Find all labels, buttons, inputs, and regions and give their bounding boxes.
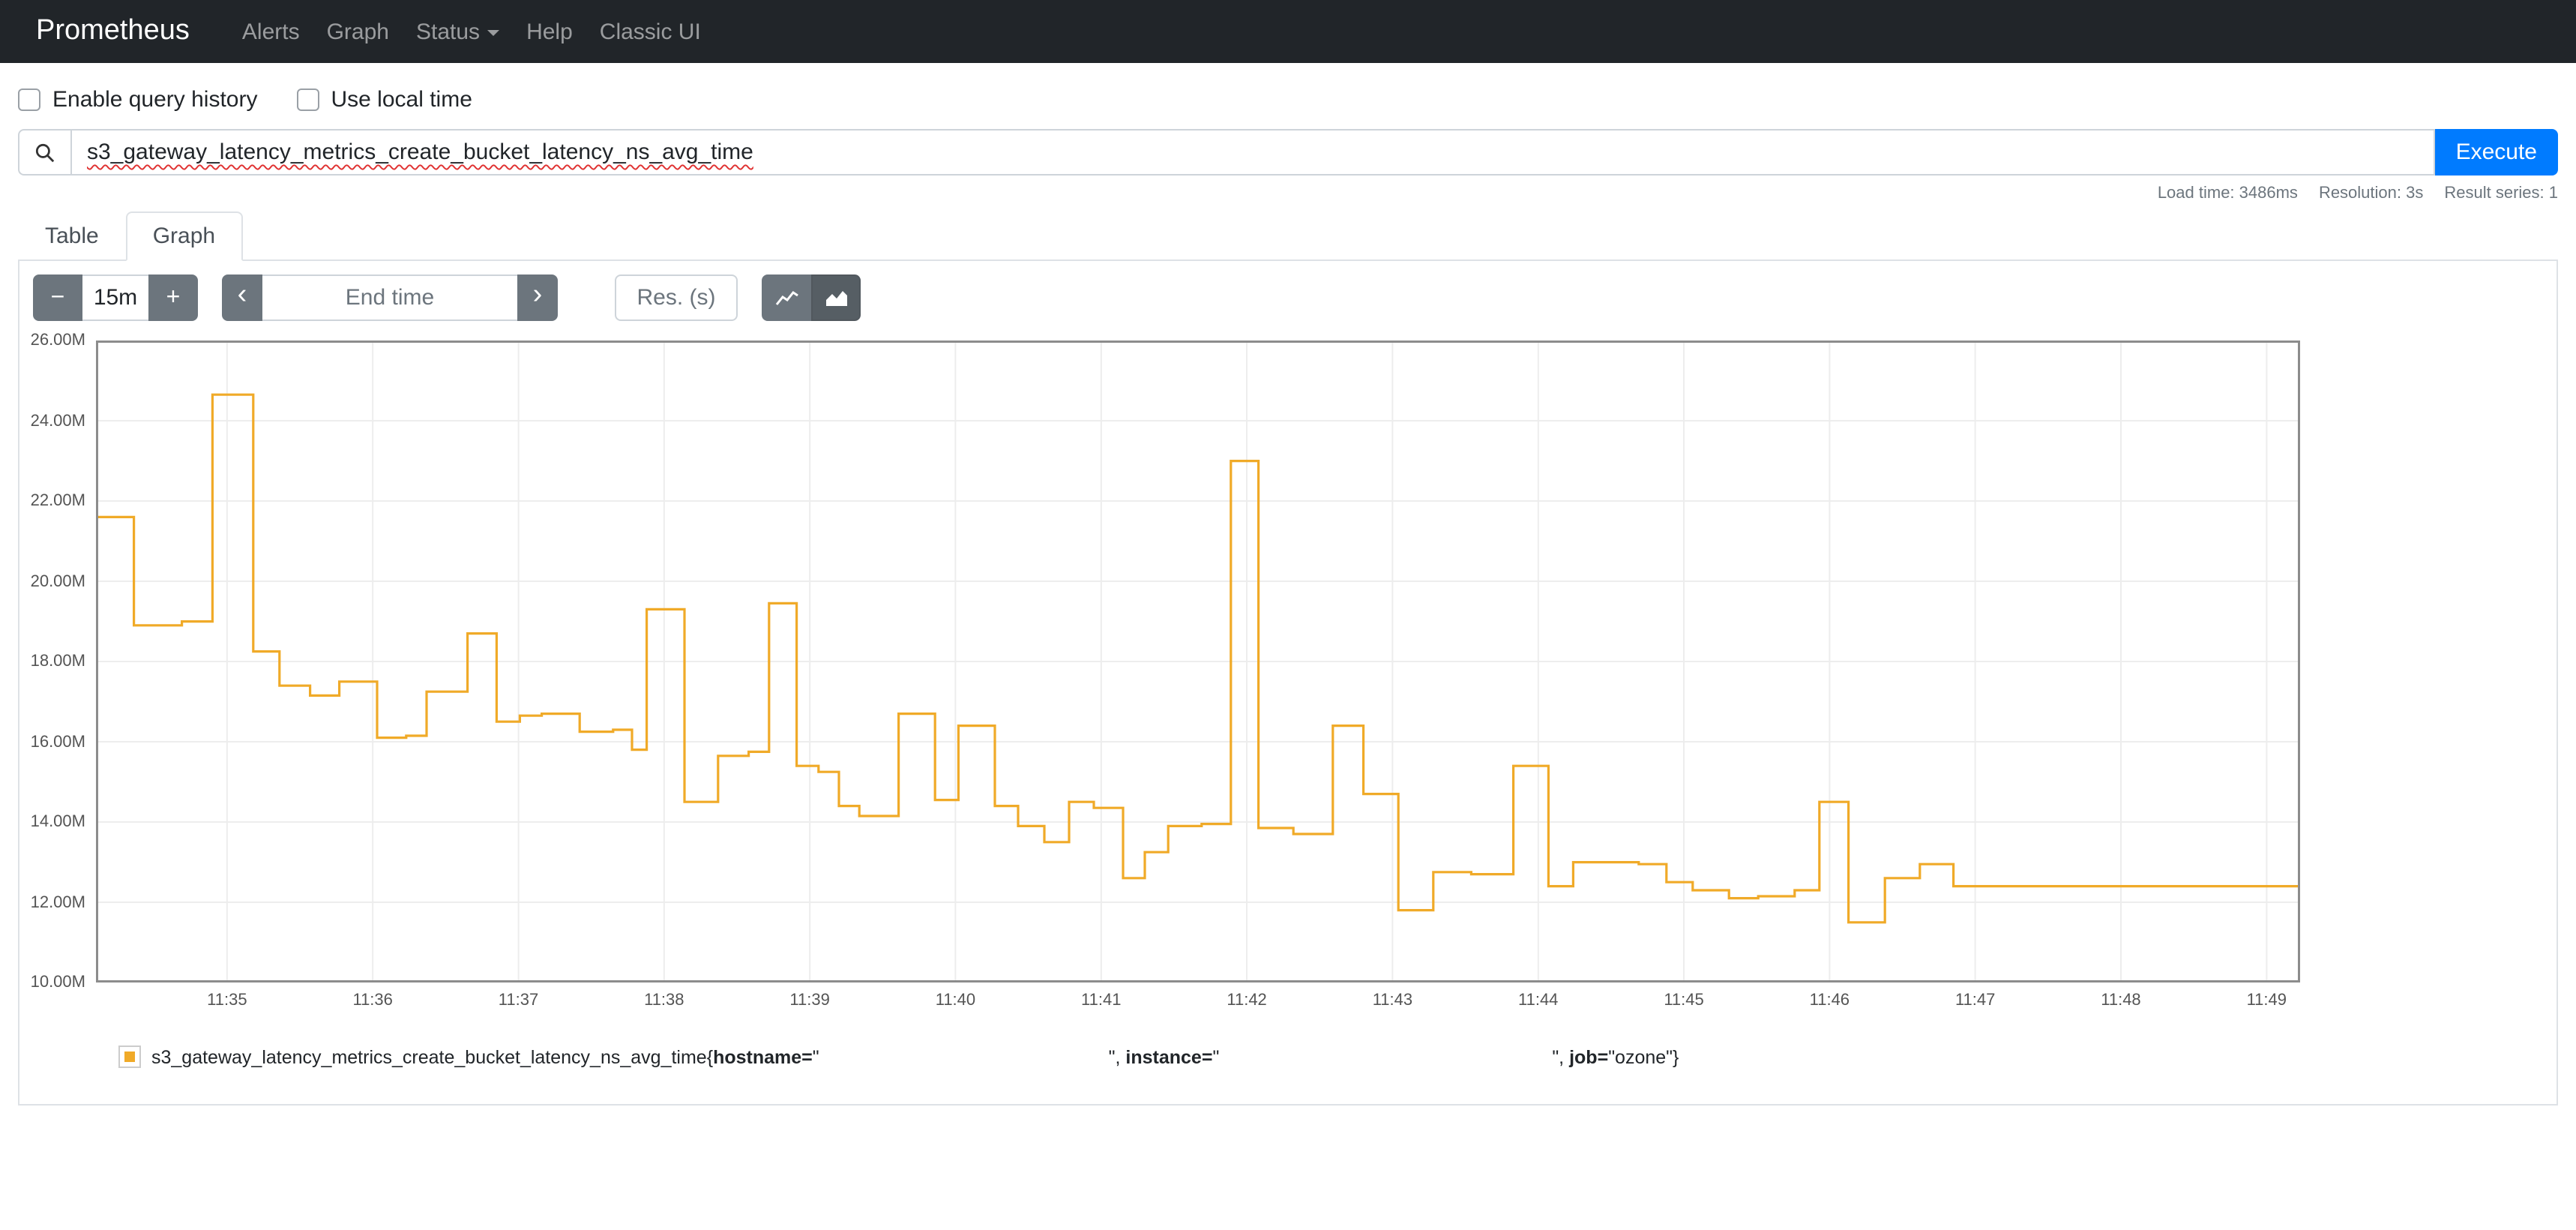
range-zoom-in-button[interactable]: + <box>148 274 198 321</box>
options-row: Enable query history Use local time <box>18 82 2558 116</box>
x-axis-tick-label: 11:40 <box>935 992 976 1010</box>
legend-separator: ", <box>1108 1046 1126 1067</box>
x-axis-tick-label: 11:36 <box>352 992 393 1010</box>
y-axis-tick-label: 22.00M <box>30 492 85 510</box>
x-axis-tick-label: 11:47 <box>1954 992 1996 1010</box>
nav-item-status[interactable]: Status <box>403 19 513 44</box>
legend-row: s3_gateway_latency_metrics_create_bucket… <box>118 1046 2557 1068</box>
x-axis-tick-label: 11:35 <box>207 992 247 1010</box>
y-axis-tick-label: 26.00M <box>30 332 85 350</box>
nav-item-graph[interactable]: Graph <box>326 19 389 44</box>
graph-controls-row: − + ‹ › <box>19 274 2557 321</box>
nav-item-classic-ui[interactable]: Classic UI <box>599 19 701 44</box>
stacked-graph-icon <box>825 290 846 305</box>
caret-down-icon <box>487 29 500 36</box>
y-axis-tick-label: 18.00M <box>30 652 85 670</box>
legend-quote: " <box>812 1046 819 1067</box>
stacked-graph-toggle-button[interactable] <box>811 274 861 321</box>
legend-job-value: "ozone"} <box>1608 1046 1679 1067</box>
x-axis-tick-label: 11:44 <box>1518 992 1559 1010</box>
query-expression-input[interactable]: s3_gateway_latency_metrics_create_bucket… <box>70 129 2435 176</box>
line-graph-toggle-button[interactable] <box>762 274 811 321</box>
brand-prometheus[interactable]: Prometheus <box>36 15 190 46</box>
search-icon <box>35 142 55 162</box>
y-axis-tick-label: 12.00M <box>30 893 85 911</box>
range-zoom-out-button[interactable]: − <box>33 274 82 321</box>
time-back-button[interactable]: ‹ <box>222 274 262 321</box>
nav-item-help[interactable]: Help <box>526 19 573 44</box>
legend-separator: ", <box>1552 1046 1570 1067</box>
y-axis-tick-label: 10.00M <box>30 974 85 992</box>
execute-button[interactable]: Execute <box>2434 129 2558 176</box>
resolution-input[interactable] <box>615 274 738 321</box>
query-history-option: Enable query history <box>18 86 258 112</box>
x-axis-tick-label: 11:43 <box>1372 992 1413 1010</box>
use-local-time-checkbox[interactable] <box>296 88 319 110</box>
x-axis-tick-label: 11:45 <box>1664 992 1704 1010</box>
x-axis-tick-label: 11:42 <box>1227 992 1267 1010</box>
use-local-time-label[interactable]: Use local time <box>331 86 472 112</box>
legend-quote: " <box>1212 1046 1220 1067</box>
end-time-input[interactable] <box>262 274 517 321</box>
plot-region[interactable] <box>96 340 2300 990</box>
range-control-group: − + <box>33 274 198 321</box>
resolution-stat: Resolution: 3s <box>2318 184 2424 202</box>
y-axis-tick-label: 14.00M <box>30 813 85 831</box>
result-series-stat: Result series: 1 <box>2444 184 2558 202</box>
query-expression-value: s3_gateway_latency_metrics_create_bucket… <box>87 140 753 165</box>
query-row: s3_gateway_latency_metrics_create_bucket… <box>18 129 2558 176</box>
end-time-control-group: ‹ › <box>222 274 558 321</box>
x-axis-tick-label: 11:48 <box>2101 992 2141 1010</box>
nav-items: Alerts Graph Status Help Classic UI <box>229 19 714 44</box>
range-input[interactable] <box>82 274 148 321</box>
x-axis-tick-label: 11:49 <box>2246 992 2287 1010</box>
chart-area: 10.00M 12.00M 14.00M 16.00M 18.00M 20.00M 22.0… <box>19 332 2557 1018</box>
nav-item-status-label: Status <box>416 19 481 44</box>
legend-swatch-color <box>124 1052 135 1062</box>
time-forward-button[interactable]: › <box>517 274 558 321</box>
x-axis-tick-label: 11:46 <box>1809 992 1850 1010</box>
enable-query-history-checkbox[interactable] <box>18 88 40 110</box>
y-axis-tick-label: 24.00M <box>30 412 85 430</box>
local-time-option: Use local time <box>296 86 472 112</box>
legend-job-key: job= <box>1569 1046 1609 1067</box>
x-axis-tick-label: 11:41 <box>1081 992 1122 1010</box>
legend-swatch[interactable] <box>118 1046 141 1068</box>
x-axis-tick-label: 11:39 <box>789 992 830 1010</box>
legend-series-label[interactable]: s3_gateway_latency_metrics_create_bucket… <box>151 1046 1679 1067</box>
top-navbar: Prometheus Alerts Graph Status Help Clas… <box>0 0 2576 63</box>
y-axis-tick-label: 16.00M <box>30 733 85 751</box>
tab-table[interactable]: Table <box>45 224 99 249</box>
graph-type-toggle-group <box>762 274 861 321</box>
line-graph-icon <box>774 290 798 304</box>
legend-metric-name: s3_gateway_latency_metrics_create_bucket… <box>151 1046 714 1067</box>
graph-canvas[interactable] <box>96 340 2300 983</box>
y-axis-tick-label: 20.00M <box>30 572 85 590</box>
result-tabs: Table Graph <box>18 212 2558 261</box>
y-axis: 10.00M 12.00M 14.00M 16.00M 18.00M 20.00M 22.0… <box>19 332 94 992</box>
tab-graph[interactable]: Graph <box>125 212 243 261</box>
nav-item-alerts[interactable]: Alerts <box>241 19 300 44</box>
x-axis-tick-label: 11:37 <box>498 992 539 1010</box>
enable-query-history-label[interactable]: Enable query history <box>52 86 258 112</box>
x-axis: 11:35 11:36 11:37 11:38 11:39 11:40 11:41 11:42… <box>96 986 2300 1016</box>
x-axis-tick-label: 11:38 <box>644 992 684 1010</box>
graph-panel: − + ‹ › <box>18 261 2558 1106</box>
query-stats-row: Load time: 3486ms Resolution: 3s Result … <box>18 184 2558 204</box>
legend-hostname-key: hostname= <box>713 1046 813 1067</box>
search-icon-box <box>18 129 70 176</box>
legend-instance-key: instance= <box>1125 1046 1213 1067</box>
load-time-stat: Load time: 3486ms <box>2157 184 2298 202</box>
